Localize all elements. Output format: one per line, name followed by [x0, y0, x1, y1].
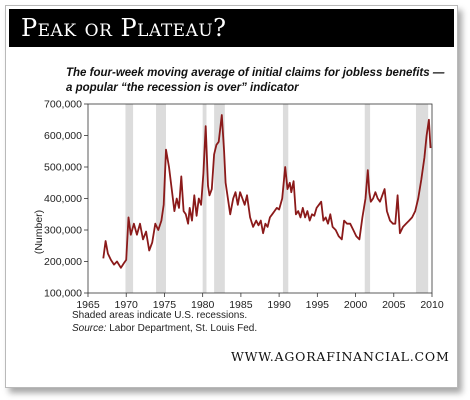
x-tick-label: 1985 — [229, 299, 253, 311]
source-note: Source: Labor Department, St. Louis Fed. — [72, 323, 257, 334]
source-label: Source: — [72, 323, 107, 334]
x-tick-label: 2000 — [344, 299, 368, 311]
recession-band — [156, 104, 166, 293]
recession-band — [214, 104, 225, 293]
y-axis-title: (Number) — [33, 210, 45, 254]
y-tick-label: 400,000 — [44, 193, 82, 205]
y-tick-label: 200,000 — [44, 256, 82, 268]
website-footer: WWW.AGORAFINANCIAL.COM — [231, 349, 450, 364]
recession-bands — [125, 104, 429, 293]
y-tick-label: 500,000 — [44, 162, 82, 174]
series-line — [102, 114, 432, 269]
chart-subtitle-line2: a popular “the recession is over” indica… — [66, 82, 299, 94]
y-tick-label: 100,000 — [44, 288, 82, 300]
y-tick-label: 600,000 — [44, 130, 82, 142]
x-tick-label: 1990 — [267, 299, 291, 311]
y-tick-label: 700,000 — [44, 99, 82, 111]
x-tick-label: 1995 — [306, 299, 330, 311]
chart-subtitle-line1: The four-week moving average of initial … — [66, 67, 445, 79]
axes: 1965 1970 1975 1980 1985 1990 1995 2000 2005 2010… — [44, 99, 444, 312]
page-title: Peak or Plateau? — [21, 14, 227, 42]
series-layer — [102, 114, 432, 269]
x-tick-label: 2005 — [382, 299, 406, 311]
x-tick-label: 2010 — [420, 299, 444, 311]
recession-band — [282, 104, 289, 293]
recession-band — [125, 104, 134, 293]
recession-note: Shaded areas indicate U.S. recessions. — [72, 310, 248, 321]
x-tick-label: 1975 — [153, 299, 177, 311]
y-tick-label: 300,000 — [44, 225, 82, 237]
recession-band — [364, 104, 371, 293]
source-text: Labor Department, St. Louis Fed. — [109, 323, 258, 334]
x-tick-label: 1970 — [115, 299, 139, 311]
title-bar: Peak or Plateau? — [9, 9, 454, 47]
recession-band — [202, 104, 207, 293]
x-tick-label: 1965 — [76, 299, 100, 311]
x-tick-label: 1980 — [191, 299, 215, 311]
